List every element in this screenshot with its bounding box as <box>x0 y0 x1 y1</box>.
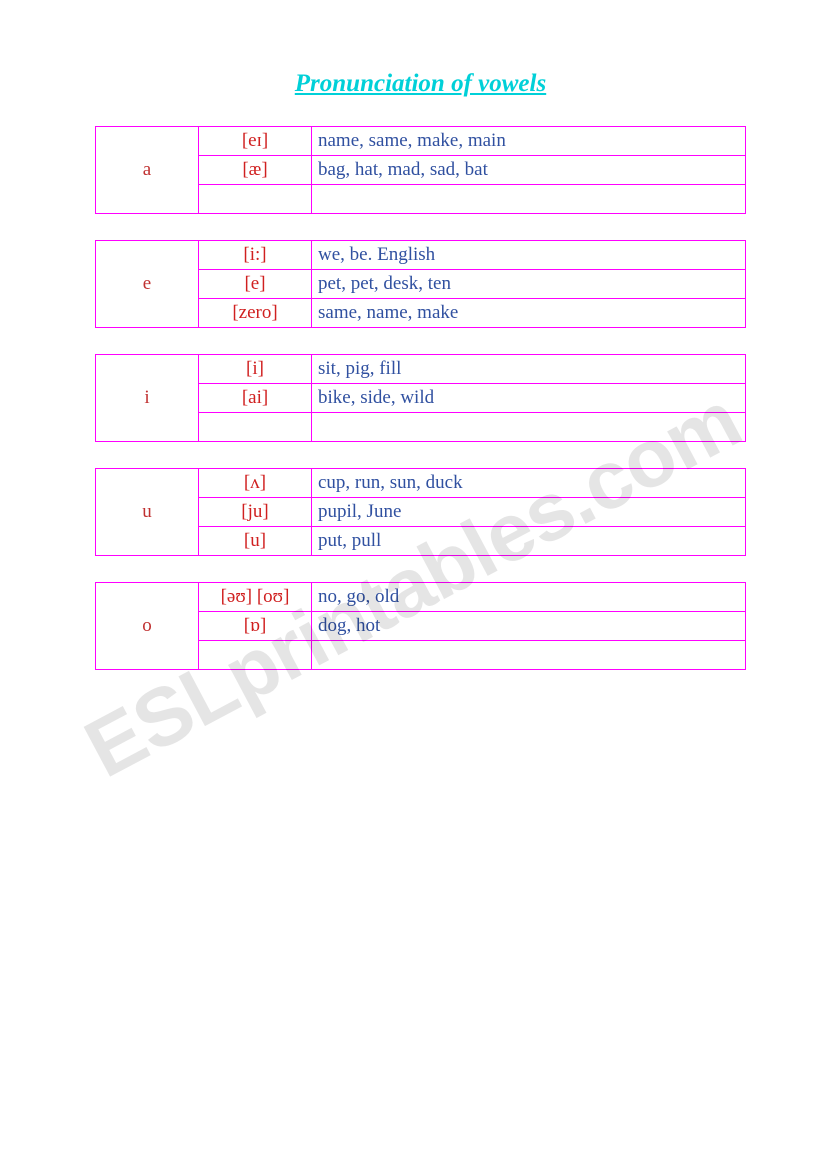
vowel-letter: i <box>96 355 199 442</box>
table-row: o[əʊ] [oʊ]no, go, old <box>96 583 746 612</box>
ipa-cell: [ʌ] <box>199 469 312 498</box>
ipa-cell: [æ] <box>199 156 312 185</box>
examples-cell: pet, pet, desk, ten <box>312 270 746 299</box>
examples-cell <box>312 185 746 214</box>
examples-cell: no, go, old <box>312 583 746 612</box>
ipa-cell: [zero] <box>199 299 312 328</box>
vowel-letter: e <box>96 241 199 328</box>
examples-cell <box>312 641 746 670</box>
examples-cell: bike, side, wild <box>312 384 746 413</box>
examples-cell: bag, hat, mad, sad, bat <box>312 156 746 185</box>
ipa-cell: [ai] <box>199 384 312 413</box>
examples-cell: sit, pig, fill <box>312 355 746 384</box>
vowel-table-a: a[eɪ]name, same, make, main[æ]bag, hat, … <box>95 126 746 214</box>
vowel-table-e: e[i:]we, be. English[e]pet, pet, desk, t… <box>95 240 746 328</box>
table-row: e[i:]we, be. English <box>96 241 746 270</box>
examples-cell: dog, hot <box>312 612 746 641</box>
page-title: Pronunciation of vowels <box>95 70 746 98</box>
table-row: a[eɪ]name, same, make, main <box>96 127 746 156</box>
vowel-letter: u <box>96 469 199 556</box>
table-row: i[i]sit, pig, fill <box>96 355 746 384</box>
examples-cell: name, same, make, main <box>312 127 746 156</box>
ipa-cell: [i] <box>199 355 312 384</box>
ipa-cell: [ju] <box>199 498 312 527</box>
examples-cell: we, be. English <box>312 241 746 270</box>
ipa-cell <box>199 413 312 442</box>
vowel-letter: o <box>96 583 199 670</box>
ipa-cell: [i:] <box>199 241 312 270</box>
ipa-cell: [e] <box>199 270 312 299</box>
tables-container: a[eɪ]name, same, make, main[æ]bag, hat, … <box>95 126 746 670</box>
vowel-table-u: u[ʌ]cup, run, sun, duck[ju]pupil, June[u… <box>95 468 746 556</box>
vowel-letter: a <box>96 127 199 214</box>
examples-cell: same, name, make <box>312 299 746 328</box>
ipa-cell <box>199 185 312 214</box>
ipa-cell: [eɪ] <box>199 127 312 156</box>
table-row: u[ʌ]cup, run, sun, duck <box>96 469 746 498</box>
examples-cell <box>312 413 746 442</box>
ipa-cell: [ɒ] <box>199 612 312 641</box>
examples-cell: pupil, June <box>312 498 746 527</box>
vowel-table-i: i[i]sit, pig, fill[ai]bike, side, wild <box>95 354 746 442</box>
vowel-table-o: o[əʊ] [oʊ]no, go, old[ɒ]dog, hot <box>95 582 746 670</box>
ipa-cell: [u] <box>199 527 312 556</box>
ipa-cell <box>199 641 312 670</box>
examples-cell: put, pull <box>312 527 746 556</box>
examples-cell: cup, run, sun, duck <box>312 469 746 498</box>
ipa-cell: [əʊ] [oʊ] <box>199 583 312 612</box>
